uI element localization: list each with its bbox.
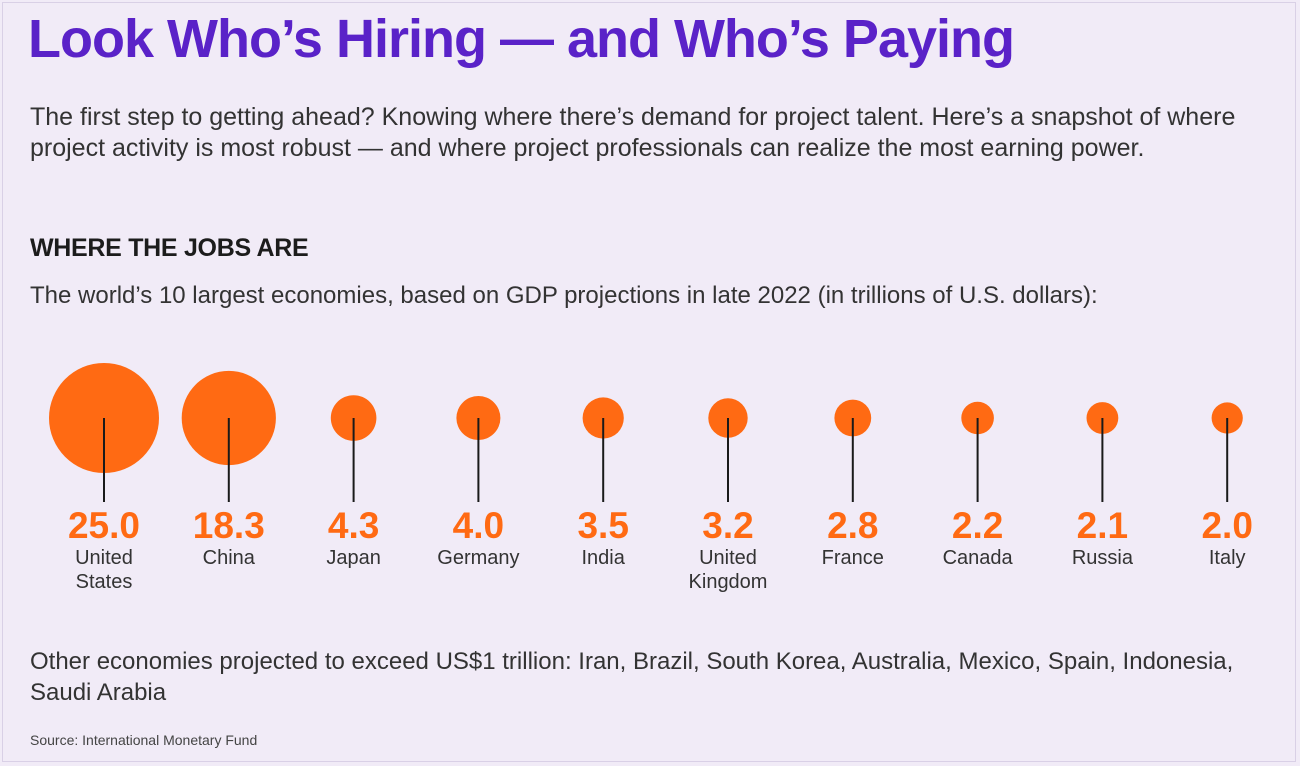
gdp-bubble-chart: 25.0UnitedStates18.3China4.3Japan4.0Germ…	[49, 363, 1253, 593]
page-title: Look Who’s Hiring — and Who’s Paying	[28, 9, 1015, 69]
other-economies-note: Other economies projected to exceed US$1…	[30, 648, 1234, 706]
category-label-5: United	[699, 547, 757, 569]
category-label-5: Kingdom	[689, 571, 768, 593]
category-label-0: States	[76, 571, 133, 593]
category-label-7: Canada	[943, 547, 1014, 569]
value-label-5: 3.2	[702, 505, 753, 546]
chart-subtitle: The world’s 10 largest economies, based …	[30, 282, 1098, 309]
category-label-0: United	[75, 547, 133, 569]
value-label-0: 25.0	[68, 505, 140, 546]
intro-paragraph: The first step to getting ahead? Knowing…	[30, 103, 1236, 162]
value-label-9: 2.0	[1201, 505, 1252, 546]
section-heading: WHERE THE JOBS ARE	[30, 234, 309, 262]
category-label-8: Russia	[1072, 547, 1134, 569]
value-label-6: 2.8	[827, 505, 878, 546]
source-note: Source: International Monetary Fund	[30, 732, 258, 748]
category-label-4: India	[582, 547, 626, 569]
value-label-4: 3.5	[577, 505, 628, 546]
category-label-6: France	[822, 547, 884, 569]
value-label-2: 4.3	[328, 505, 379, 546]
category-label-3: Germany	[437, 547, 519, 569]
category-label-9: Italy	[1209, 547, 1246, 569]
value-label-1: 18.3	[193, 505, 265, 546]
value-label-7: 2.2	[952, 505, 1003, 546]
category-label-1: China	[203, 547, 256, 569]
value-label-3: 4.0	[453, 505, 504, 546]
category-label-2: Japan	[326, 547, 381, 569]
value-label-8: 2.1	[1077, 505, 1128, 546]
